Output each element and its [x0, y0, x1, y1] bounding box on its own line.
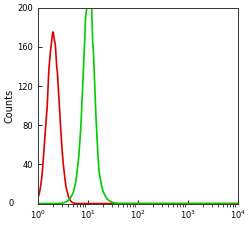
Y-axis label: Counts: Counts	[4, 89, 14, 123]
Text: 0: 0	[8, 199, 14, 208]
